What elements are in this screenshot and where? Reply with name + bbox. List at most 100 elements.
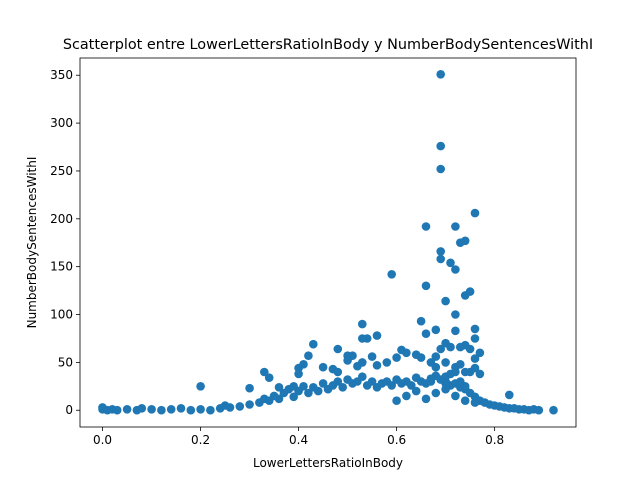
data-point — [387, 270, 397, 279]
data-point — [318, 362, 328, 372]
data-point — [460, 382, 470, 391]
data-point — [465, 344, 475, 354]
data-point — [470, 324, 480, 334]
y-tick-label: 150 — [50, 260, 73, 274]
data-point — [260, 367, 269, 377]
data-point — [338, 383, 348, 392]
data-point — [456, 342, 465, 352]
data-point — [436, 164, 446, 174]
data-point — [245, 400, 254, 409]
data-point — [392, 353, 401, 362]
y-tick-label: 250 — [50, 164, 73, 178]
data-point — [416, 316, 426, 326]
data-point — [475, 369, 485, 379]
data-point — [451, 222, 460, 231]
data-point — [460, 236, 470, 246]
data-point — [372, 331, 382, 340]
data-point — [289, 382, 299, 391]
data-point — [186, 405, 196, 415]
data-point — [294, 369, 303, 379]
data-point — [451, 310, 460, 319]
data-point — [421, 394, 431, 404]
data-point — [245, 383, 254, 393]
data-point — [225, 403, 235, 412]
data-point — [441, 358, 450, 367]
data-point — [367, 352, 377, 361]
data-point — [358, 319, 367, 329]
data-point — [289, 392, 299, 402]
data-point — [274, 383, 284, 392]
data-point — [436, 141, 446, 151]
data-point — [137, 404, 147, 413]
data-point — [470, 354, 480, 363]
data-point — [367, 377, 377, 386]
data-point — [392, 396, 401, 406]
x-axis: 0.0 0.2 0.4 0.6 0.8 — [93, 427, 504, 447]
data-point — [465, 287, 475, 296]
data-point — [446, 342, 455, 352]
data-point — [426, 374, 436, 384]
data-point — [451, 326, 460, 336]
y-axis: 0 50 100 150 200 250 300 350 — [50, 68, 80, 417]
data-point — [176, 404, 186, 413]
data-point — [112, 405, 122, 415]
chart-title: Scatterplot entre LowerLettersRatioInBod… — [63, 37, 593, 53]
data-point — [264, 373, 274, 383]
data-point — [431, 352, 441, 361]
data-point — [147, 405, 156, 414]
data-point — [421, 329, 431, 339]
data-point — [505, 390, 514, 400]
data-point — [333, 377, 343, 386]
data-point — [196, 405, 205, 414]
data-point — [387, 381, 397, 390]
data-point — [436, 344, 446, 354]
data-point — [206, 405, 215, 415]
data-point — [460, 367, 470, 377]
data-point — [348, 351, 357, 361]
y-tick-label: 100 — [50, 308, 73, 322]
x-tick-label: 0.6 — [387, 433, 406, 447]
x-tick-label: 0.4 — [289, 433, 308, 447]
y-axis-label: NumberBodySentencesWithI — [25, 157, 39, 329]
y-tick-label: 0 — [65, 403, 73, 417]
y-tick-label: 300 — [50, 116, 73, 130]
plot-frame — [79, 57, 577, 428]
data-point — [431, 388, 441, 398]
data-point — [157, 405, 166, 415]
x-tick-label: 0.0 — [93, 433, 112, 447]
data-point — [549, 405, 558, 415]
data-point — [441, 379, 450, 388]
data-point — [358, 372, 367, 382]
x-tick-label: 0.8 — [485, 433, 504, 447]
data-point — [416, 353, 426, 362]
y-tick-label: 350 — [50, 68, 73, 82]
data-point — [470, 334, 480, 343]
data-point — [304, 388, 313, 398]
data-point — [122, 405, 132, 414]
data-point — [318, 379, 328, 388]
data-point — [372, 361, 382, 370]
data-point — [333, 367, 343, 377]
scatter-points — [98, 70, 558, 415]
data-point — [166, 405, 176, 414]
data-point — [451, 367, 460, 377]
data-point — [470, 208, 480, 218]
data-point — [407, 381, 416, 390]
data-point — [451, 265, 460, 274]
data-point — [470, 363, 480, 373]
data-point — [411, 386, 421, 396]
data-point — [436, 70, 446, 79]
data-point — [431, 325, 441, 335]
data-point — [441, 296, 450, 306]
data-point — [470, 398, 480, 407]
data-point — [196, 382, 205, 391]
data-point — [304, 351, 313, 361]
data-point — [534, 405, 544, 415]
data-point — [382, 358, 392, 367]
data-point — [436, 254, 446, 264]
data-point — [299, 360, 308, 369]
data-point — [460, 396, 470, 406]
data-point — [451, 391, 460, 401]
data-point — [475, 348, 485, 358]
